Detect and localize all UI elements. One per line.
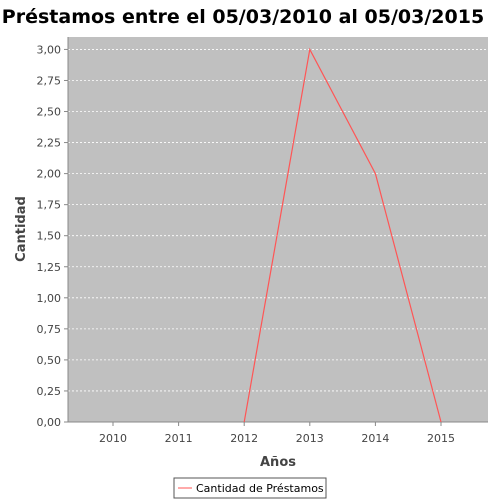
y-tick-label: 1,00 <box>37 292 62 305</box>
y-tick-label: 2,75 <box>37 74 62 87</box>
data-point <box>374 172 377 175</box>
x-tick-label: 2012 <box>230 432 258 445</box>
y-tick-label: 3,00 <box>37 43 62 56</box>
y-tick-label: 2,50 <box>37 106 62 119</box>
y-tick-label: 0,25 <box>37 385 62 398</box>
x-axis-label: Años <box>260 455 296 470</box>
legend-box <box>173 477 327 499</box>
x-tick-label: 2015 <box>427 432 455 445</box>
series-layer <box>243 47 443 424</box>
data-point <box>440 421 443 424</box>
y-tick-label: 0,50 <box>37 354 62 367</box>
data-point <box>308 48 311 51</box>
y-tick-label: 1,75 <box>37 199 62 212</box>
x-tick-label: 2010 <box>99 432 127 445</box>
legend-label: Cantidad de Préstamos <box>196 482 324 495</box>
y-axis-ticks: 0,00 0,25 0,50 0,75 1,00 1,25 1,50 1,75 2,00 2,25… <box>37 43 68 429</box>
y-tick-label: 1,50 <box>37 230 62 243</box>
x-axis-ticks: 2010 2011 2012 2013 2014 2015 <box>99 422 455 445</box>
y-tick-label: 0,00 <box>37 416 62 429</box>
y-tick-label: 2,25 <box>37 137 62 150</box>
x-tick-label: 2013 <box>296 432 324 445</box>
legend: Cantidad de Préstamos <box>173 477 327 499</box>
y-tick-label: 1,25 <box>37 261 62 274</box>
axes <box>67 37 488 423</box>
y-tick-label: 2,00 <box>37 168 62 181</box>
data-point <box>243 421 246 424</box>
chart-title: Préstamos entre el 05/03/2010 al 05/03/2… <box>2 6 484 28</box>
series-line <box>243 47 442 423</box>
y-tick-label: 0,75 <box>37 323 62 336</box>
x-tick-label: 2011 <box>165 432 193 445</box>
y-axis-label: Cantidad <box>14 196 29 262</box>
x-tick-label: 2014 <box>361 432 389 445</box>
grid-lines <box>68 49 488 423</box>
